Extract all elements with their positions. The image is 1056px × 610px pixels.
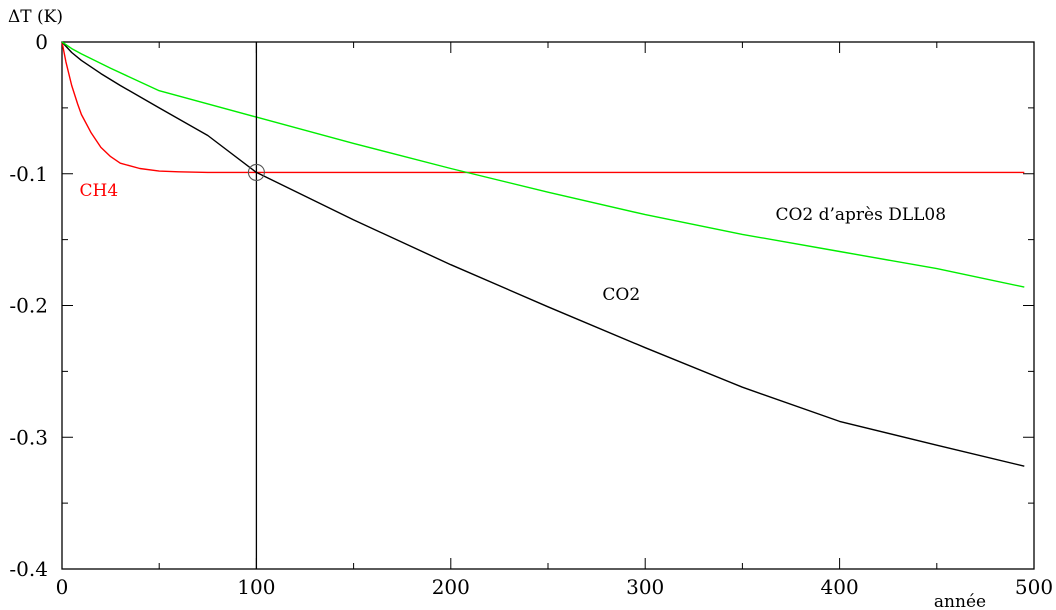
annotations: CH4 CO2 CO2 d’après DLL08 [79,181,946,305]
tick-labels: 0 100 200 300 400 500 0 -0.1 -0.2 -0.3 -0.4 [9,30,1053,599]
x-tick-label: 500 [1015,575,1053,599]
y-tick-label: -0.4 [9,557,48,581]
x-tick-label: 100 [237,575,275,599]
x-tick-label: 200 [432,575,470,599]
y-axis-title: ΔT (K) [8,7,63,27]
annotation-label: CO2 [602,285,640,305]
overlays [247,42,265,569]
x-axis-title: année [934,592,986,610]
x-tick-label: 300 [626,575,664,599]
ticks [61,41,1035,570]
series-line-co2-d-apr-s-dll08 [61,41,1025,288]
series-line-ch4 [61,41,1025,174]
y-tick-label: -0.3 [9,425,48,449]
annotation-label: CO2 d’après DLL08 [775,205,946,225]
series-lines [61,41,1025,467]
x-tick-label: 400 [821,575,859,599]
y-tick-label: -0.1 [9,162,48,186]
intersection-marker [247,163,265,181]
series-line-co2 [61,41,1025,467]
y-tick-label: -0.2 [9,294,48,318]
annotation-label: CH4 [79,181,118,201]
y-tick-label: 0 [35,30,48,54]
x-tick-label: 0 [56,575,69,599]
plot-frame [61,41,1035,570]
